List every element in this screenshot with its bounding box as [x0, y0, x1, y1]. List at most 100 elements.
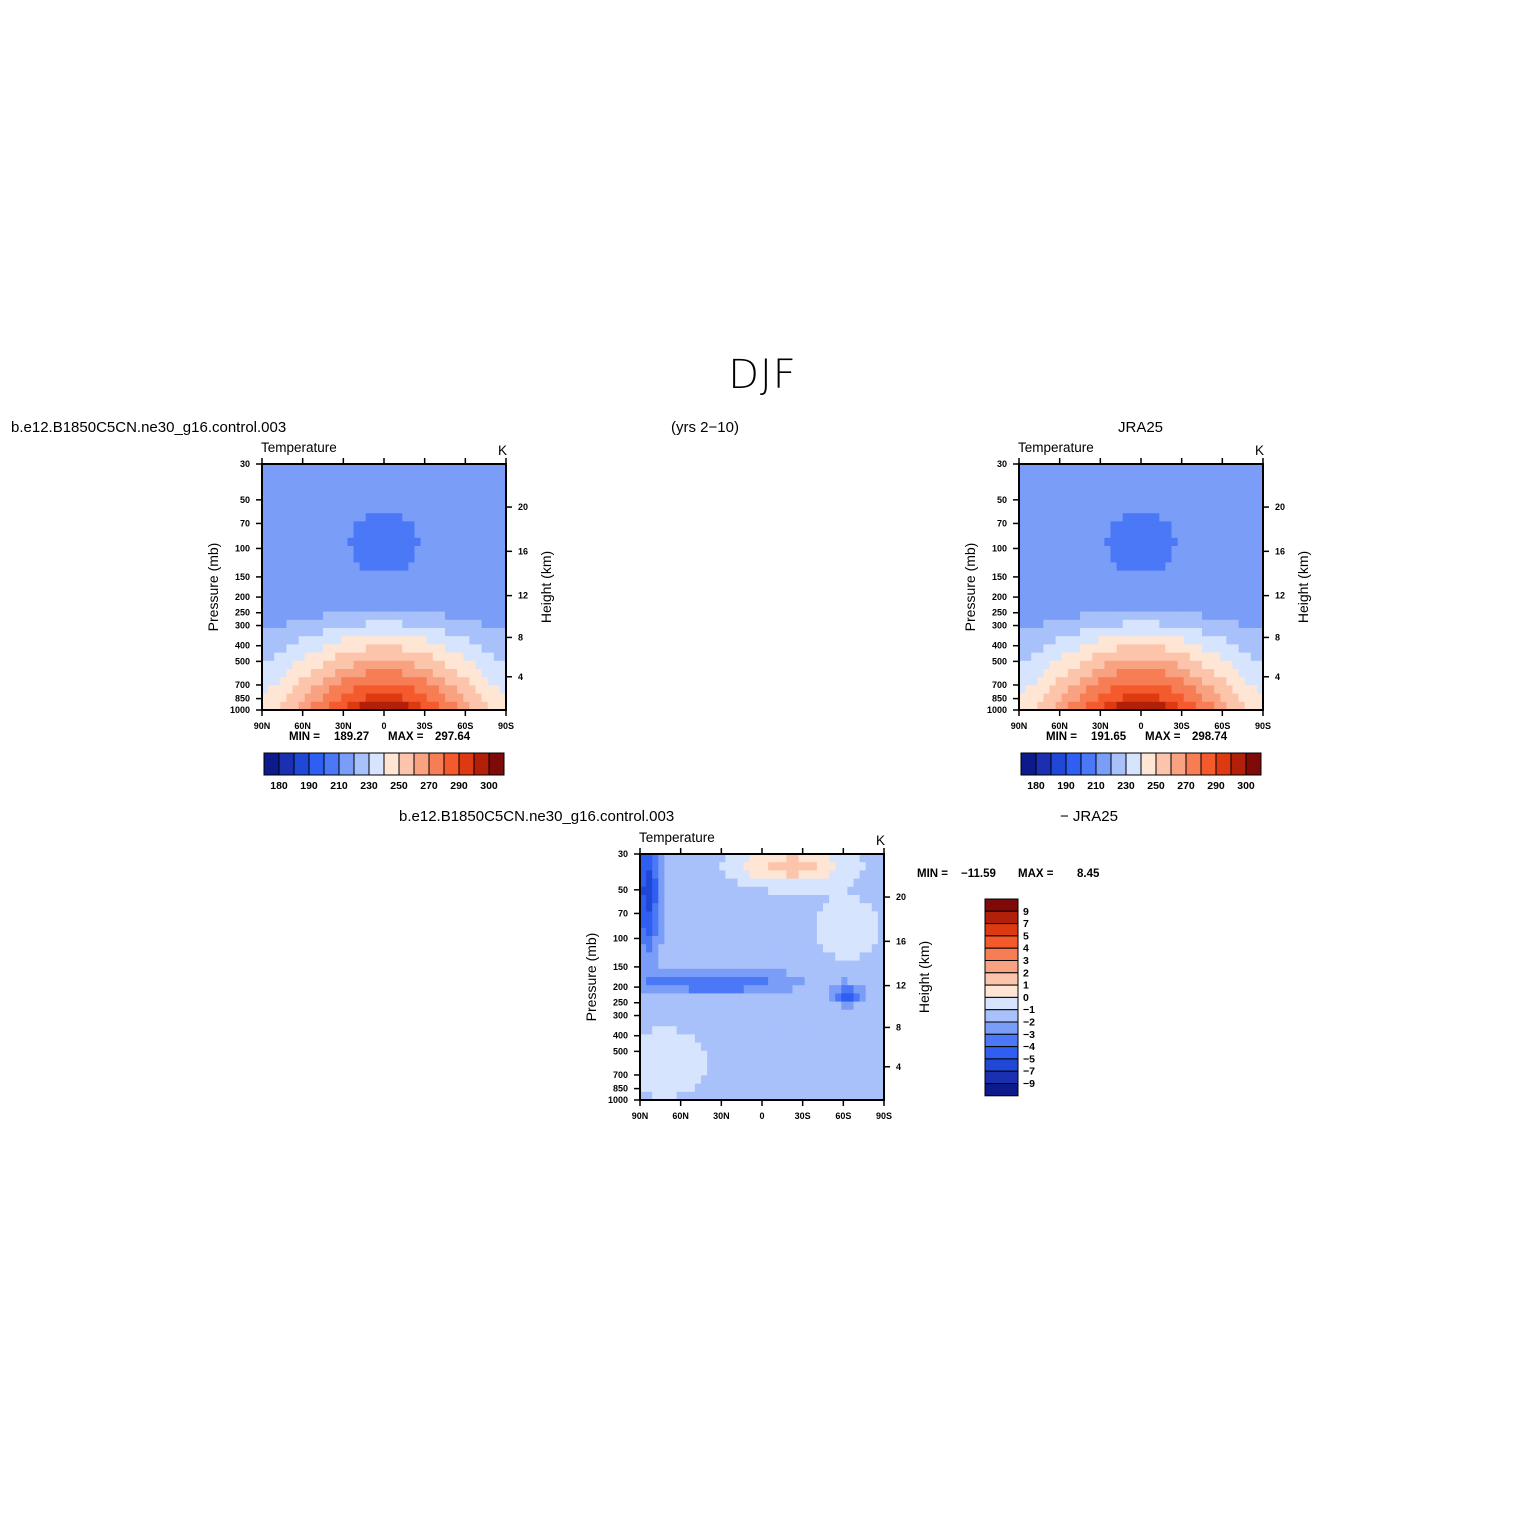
contour-cell: [829, 952, 836, 962]
contour-cell: [810, 854, 818, 863]
contour-cell: [1116, 480, 1124, 490]
x-tick-label: 60S: [457, 721, 473, 731]
contour-cell: [1037, 652, 1044, 662]
contour-cell: [768, 993, 775, 1003]
contour-cell: [1104, 513, 1112, 522]
contour-cell: [292, 464, 300, 473]
contour-cell: [762, 895, 769, 904]
contour-cell: [1122, 701, 1130, 711]
contour-cell: [816, 1042, 824, 1052]
contour-cell: [390, 554, 397, 563]
contour-cell: [871, 968, 879, 978]
contour-cell: [292, 636, 300, 645]
contour-cell: [701, 1059, 708, 1068]
contour-cell: [310, 628, 318, 637]
contour-cell: [274, 554, 281, 563]
contour-cell: [670, 944, 678, 953]
contour-cell: [1202, 554, 1209, 563]
contour-cell: [371, 488, 379, 498]
contour-cell: [774, 1009, 781, 1019]
contour-cell: [1183, 587, 1191, 596]
contour-cell: [859, 895, 867, 904]
contour-cell: [725, 1034, 733, 1044]
contour-cell: [323, 619, 330, 629]
contour-cell: [329, 660, 336, 670]
colorbar-swatch: [1230, 752, 1247, 776]
contour-cell: [1019, 595, 1026, 604]
contour-cell: [792, 968, 800, 978]
y-tick-label: 70: [618, 908, 628, 918]
contour-cell: [445, 677, 452, 686]
contour-cell: [652, 886, 659, 896]
contour-cell: [1256, 611, 1264, 621]
contour-cell: [859, 936, 867, 945]
contour-cell: [737, 1075, 745, 1085]
contour-cell: [1214, 652, 1221, 662]
contour-cell: [1098, 669, 1105, 678]
contour-cell: [694, 1018, 702, 1027]
contour-cell: [688, 1083, 696, 1093]
contour-cell: [1086, 562, 1093, 572]
contour-cell: [871, 878, 879, 888]
contour-cell: [841, 1091, 848, 1101]
contour-cell: [640, 1091, 647, 1101]
contour-cell: [707, 862, 714, 871]
contour-cell: [1061, 521, 1069, 531]
contour-cell: [774, 870, 781, 880]
contour-cell: [1073, 611, 1081, 621]
contour-cell: [353, 480, 361, 490]
contour-cell: [1098, 472, 1105, 481]
colorbar-label: −4: [1023, 1041, 1035, 1053]
contour-cell: [774, 919, 781, 929]
contour-cell: [804, 1009, 812, 1019]
contour-cell: [451, 701, 458, 711]
contour-cell: [432, 628, 440, 637]
contour-cell: [1110, 628, 1118, 637]
contour-cell: [652, 878, 659, 888]
contour-cell: [1037, 587, 1044, 596]
contour-cell: [1061, 562, 1069, 572]
contour-cell: [1195, 464, 1203, 473]
contour-cell: [1122, 546, 1130, 555]
contour-cell: [280, 636, 287, 645]
contour-cell: [469, 652, 477, 662]
contour-cell: [731, 903, 739, 912]
contour-cell: [274, 464, 281, 473]
contour-cell: [688, 927, 696, 937]
contour-cell: [1080, 570, 1087, 580]
contour-cell: [853, 1050, 861, 1060]
contour-cell: [1116, 685, 1124, 695]
contour-cell: [451, 660, 458, 670]
contour-cell: [1086, 595, 1093, 604]
contour-cell: [823, 854, 830, 863]
contour-cell: [1128, 464, 1136, 473]
contour-cell: [1073, 472, 1081, 481]
contour-cell: [1061, 529, 1069, 539]
contour-cell: [1244, 595, 1252, 604]
contour-cell: [871, 911, 879, 921]
contour-cell: [335, 480, 342, 490]
y-tick-label: 200: [992, 592, 1007, 602]
contour-cell: [1073, 488, 1081, 498]
contour-cell: [1110, 669, 1118, 678]
contour-cell: [1116, 546, 1124, 555]
contour-cell: [755, 944, 763, 953]
contour-cell: [432, 546, 440, 555]
contour-cell: [396, 496, 403, 506]
contour-cell: [1220, 570, 1227, 580]
contour-cell: [1244, 669, 1252, 678]
contour-cell: [658, 919, 665, 929]
colorbar-swatch: [984, 935, 1019, 949]
contour-cell: [859, 862, 867, 871]
contour-cell: [810, 960, 818, 970]
contour-cell: [292, 669, 300, 678]
contour-cell: [688, 1042, 696, 1052]
contour-cell: [713, 919, 720, 929]
contour-cell: [335, 554, 342, 563]
contour-cell: [713, 936, 720, 945]
contour-cell: [408, 660, 416, 670]
contour-cell: [768, 854, 775, 863]
contour-cell: [384, 628, 391, 637]
contour-cell: [768, 1050, 775, 1060]
colorbar-label: 5: [1023, 930, 1029, 942]
